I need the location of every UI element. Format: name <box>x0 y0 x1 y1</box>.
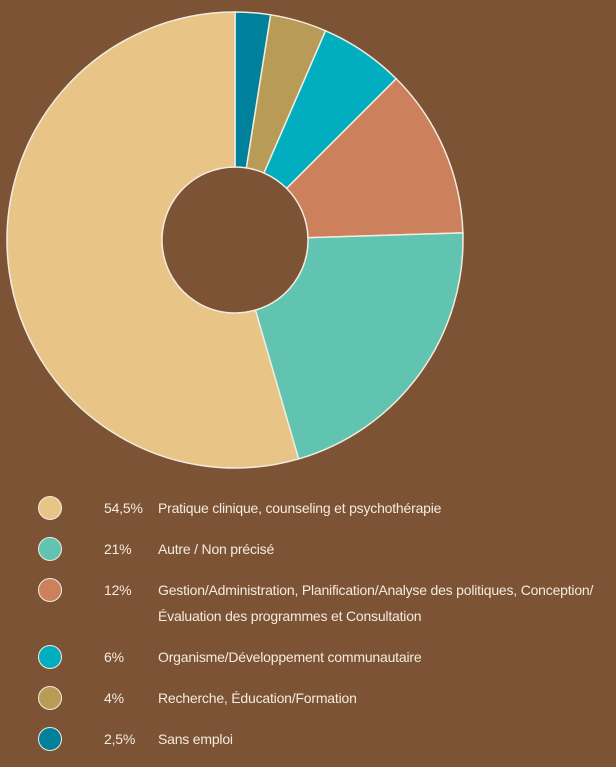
donut-slice <box>285 77 464 239</box>
legend-label: Gestion/Administration, Planification/An… <box>158 582 594 624</box>
donut-slice <box>6 11 300 469</box>
legend-value: 2,5% <box>104 731 136 747</box>
legend-value: 21% <box>104 541 132 557</box>
legend-item: 12% Gestion/Administration, Planification… <box>38 577 613 629</box>
legend-item: 21% Autre / Non précisé <box>38 536 613 562</box>
legend-swatch <box>38 727 62 751</box>
legend-label: Organisme/Développement communautaire <box>158 649 422 665</box>
legend-item: 2,5% Sans emploi <box>38 726 613 752</box>
legend-label: Recherche, Éducation/Formation <box>158 690 357 706</box>
legend-value: 12% <box>104 582 132 598</box>
legend-value: 4% <box>104 690 124 706</box>
legend-label: Sans emploi <box>158 731 233 747</box>
legend-item: 4% Recherche, Éducation/Formation <box>38 685 613 711</box>
legend-item: 54,5% Pratique clinique, counseling et ps… <box>38 495 613 521</box>
legend-value: 54,5% <box>104 500 143 516</box>
legend-swatch <box>38 578 62 602</box>
legend-label: Pratique clinique, counseling et psychot… <box>158 500 442 516</box>
legend-swatch <box>38 686 62 710</box>
donut-slice <box>254 232 464 460</box>
legend-value: 6% <box>104 649 124 665</box>
legend: 54,5% Pratique clinique, counseling et ps… <box>38 495 613 767</box>
legend-label: Autre / Non précisé <box>158 541 275 557</box>
legend-item: 6% Organisme/Développement communautaire <box>38 644 613 670</box>
legend-swatch <box>38 537 62 561</box>
legend-swatch <box>38 645 62 669</box>
legend-swatch <box>38 496 62 520</box>
chart <box>6 11 464 469</box>
